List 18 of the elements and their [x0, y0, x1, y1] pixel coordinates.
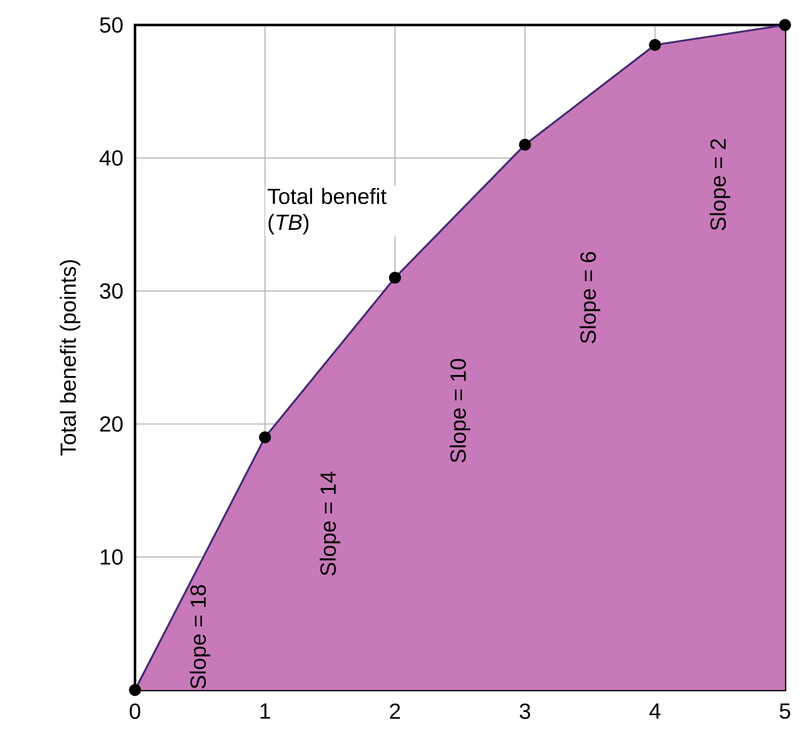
- y-tick-label: 30: [100, 283, 123, 299]
- y-tick-label: 20: [100, 416, 123, 432]
- annotation: Slope = 18: [190, 585, 210, 689]
- annotation: Total benefit (TB): [268, 188, 386, 234]
- x-tick-label: 2: [390, 703, 400, 719]
- x-tick-label: 0: [130, 703, 140, 720]
- annotation: Slope = 2: [710, 139, 730, 230]
- y-tick-label: 50: [100, 17, 123, 33]
- annotation: Slope = 10: [450, 358, 470, 462]
- y-axis-title: Total benefit (points): [60, 260, 80, 456]
- annotation: Slope = 14: [320, 472, 340, 576]
- y-tick-label: 40: [100, 150, 123, 166]
- x-tick-label: 5: [780, 704, 790, 719]
- x-tick-label: 3: [520, 703, 530, 720]
- annotation: Slope = 6: [580, 252, 600, 344]
- y-tick-label: 10: [100, 549, 123, 565]
- x-tick-label: 4: [649, 704, 660, 719]
- x-tick-label: 1: [260, 704, 270, 719]
